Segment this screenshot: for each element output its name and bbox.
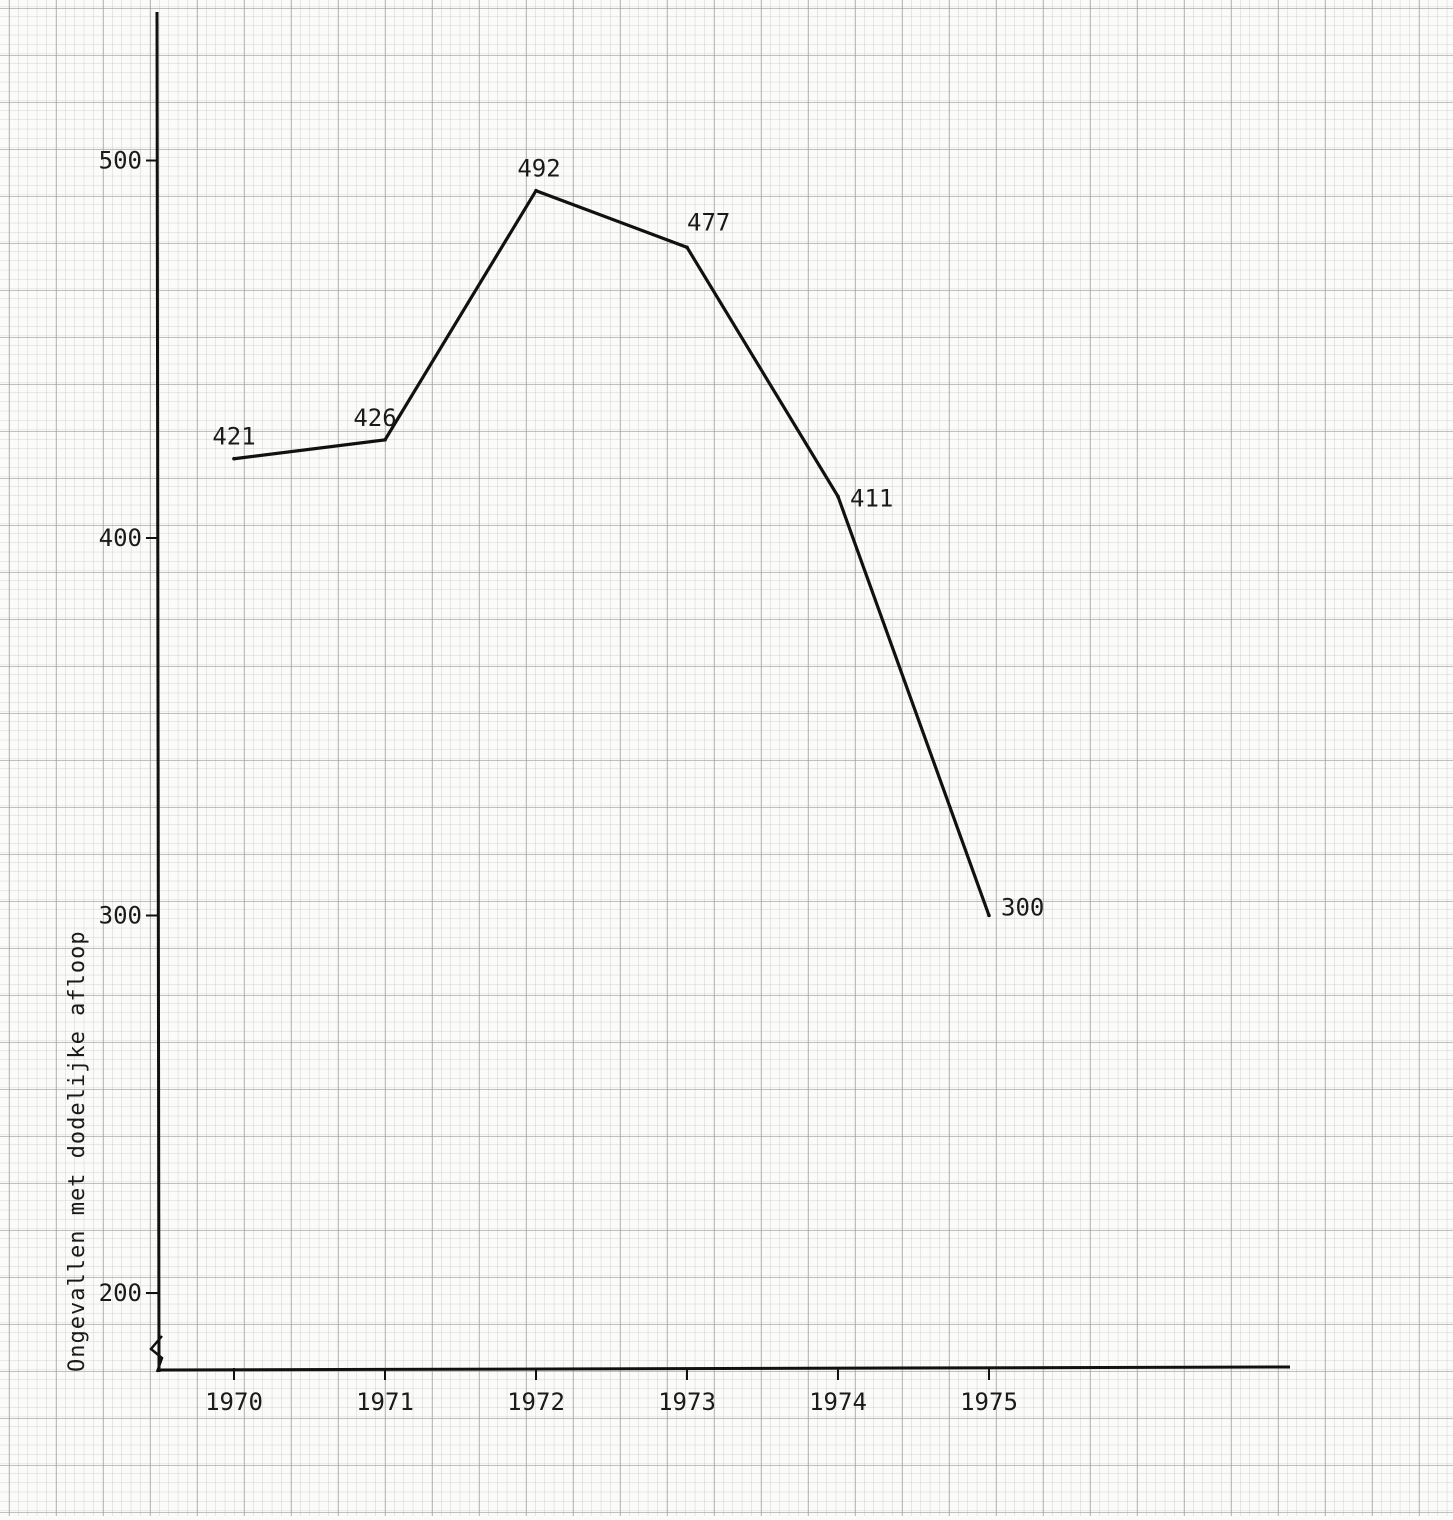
data-label-1974: 411: [850, 484, 893, 512]
data-point-1975: [987, 913, 991, 918]
data-label-1971: 426: [353, 404, 396, 432]
x-axis-line: [156, 1365, 1291, 1372]
x-tick-label-1974: 1974: [809, 1388, 867, 1416]
data-labels: 421 426 492 477 411 300: [212, 155, 1044, 922]
data-label-1973: 477: [687, 208, 730, 236]
x-tick-label-1970: 1970: [205, 1388, 263, 1416]
data-point-1973: [685, 245, 689, 250]
x-tick-label-1975: 1975: [960, 1388, 1018, 1416]
x-axis-ticks: 1970 1971 1972 1973 1974 1975: [205, 1368, 1018, 1416]
x-tick-label-1973: 1973: [658, 1388, 716, 1416]
data-label-1975: 300: [1001, 894, 1044, 922]
axis-break-mark: [149, 1335, 164, 1373]
y-axis-ticks: 200 300 400 500: [99, 147, 158, 1307]
y-axis-title: Ongevallen met dodelijke afloop: [65, 930, 90, 1372]
series-line: [233, 188, 991, 917]
data-point-1972: [534, 188, 538, 193]
data-label-1970: 421: [212, 423, 255, 451]
data-label-1972: 492: [517, 155, 560, 183]
x-tick-label-1971: 1971: [356, 1388, 414, 1416]
data-point-1971: [383, 438, 387, 442]
series-layer: [232, 188, 991, 918]
x-tick-label-1972: 1972: [507, 1388, 565, 1416]
y-tick-label-500: 500: [99, 147, 142, 175]
y-axis-line: [155, 11, 161, 1373]
data-point-1974: [836, 494, 840, 499]
y-tick-label-300: 300: [99, 902, 142, 930]
y-tick-label-200: 200: [99, 1279, 142, 1307]
y-tick-label-400: 400: [99, 524, 142, 552]
data-point-1970: [232, 456, 236, 461]
